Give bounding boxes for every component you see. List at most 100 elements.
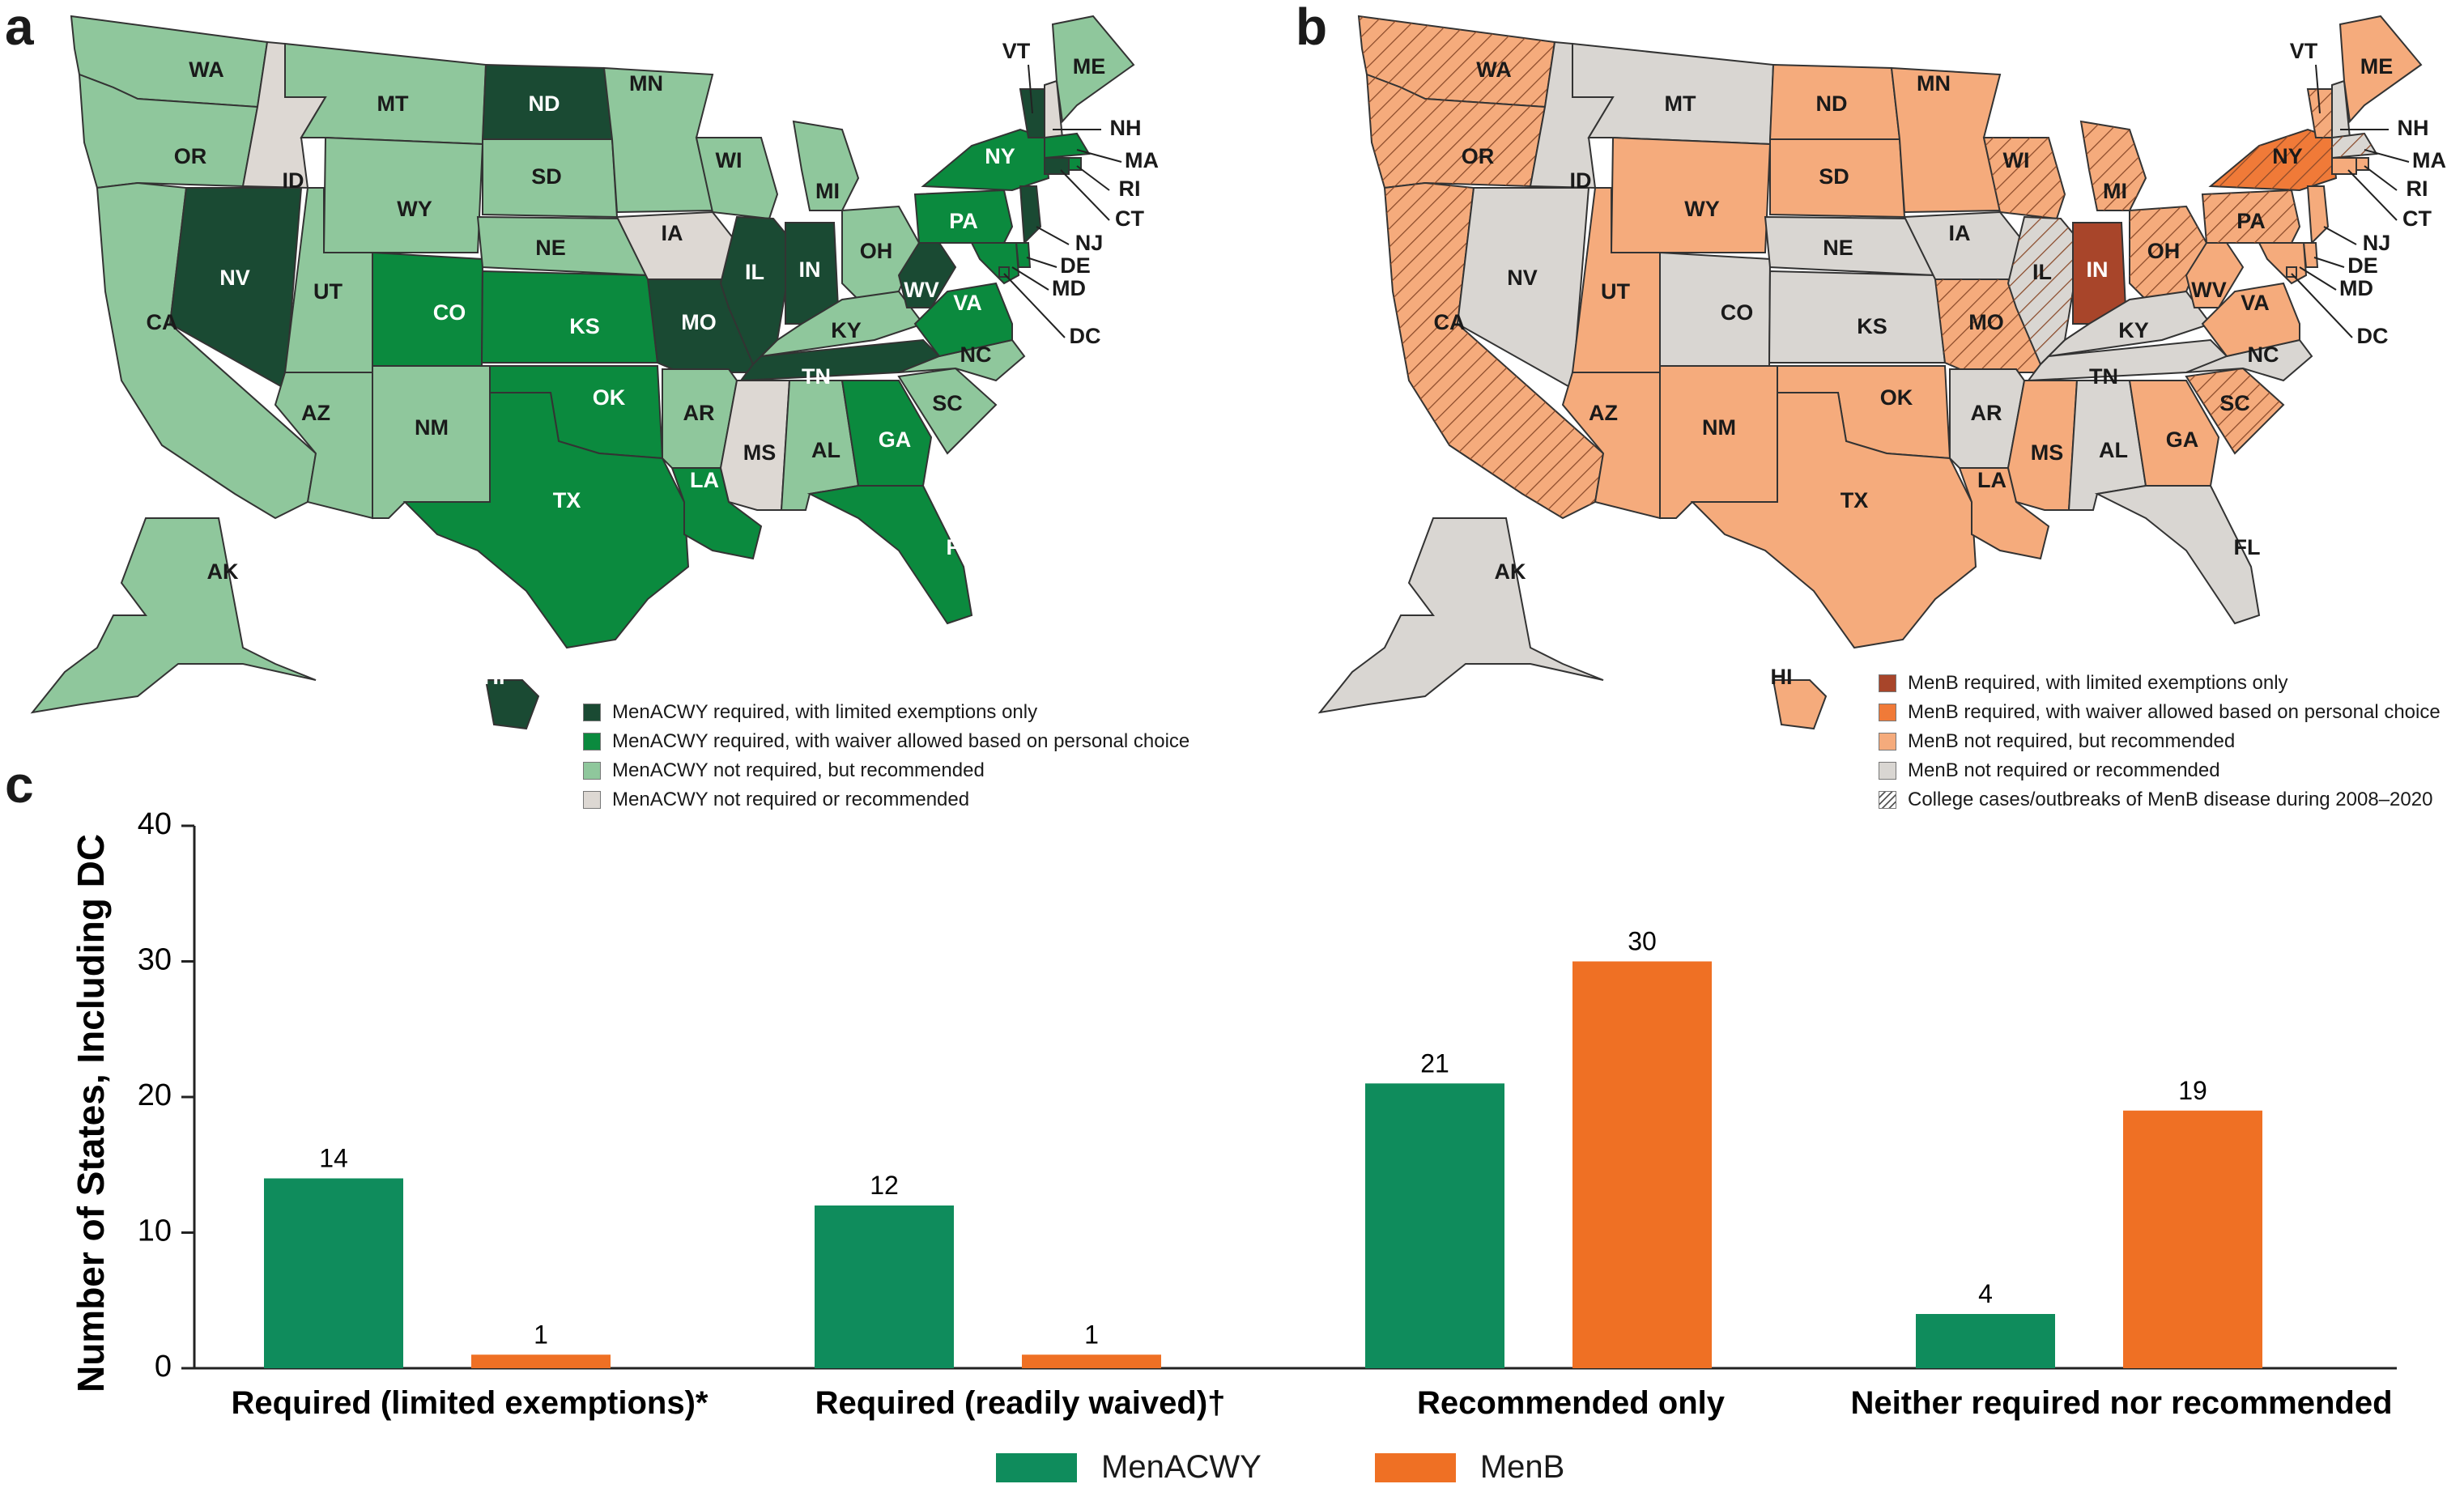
map-b-label-mn: MN bbox=[1917, 71, 1951, 96]
map-a-label-nh: NH bbox=[1110, 116, 1142, 140]
map-a-state-wi bbox=[695, 137, 779, 220]
map-a-label-de: DE bbox=[1060, 253, 1091, 278]
map-b-state-fl bbox=[2094, 485, 2261, 625]
map-a-label-oh: OH bbox=[860, 239, 893, 263]
map-a-label-ct: CT bbox=[1115, 206, 1144, 231]
map-b-labels: WA OR CA ID NV MT WY UT AZ CO NM ND SD NE KS OK TX MN IA MO… bbox=[1434, 39, 2447, 689]
map-b-state-co bbox=[1659, 251, 1772, 367]
map-b-label-ia: IA bbox=[1949, 221, 1971, 245]
map-a-legend-label: MenACWY required, with waiver allowed ba… bbox=[612, 730, 1190, 752]
map-a-label-mi: MI bbox=[815, 179, 840, 203]
map-a-state-me bbox=[1051, 15, 1135, 124]
map-a-label-hi: HI bbox=[483, 665, 505, 689]
map-a-legend-item: MenACWY not required or recommended bbox=[583, 785, 1189, 814]
map-a-state-ca bbox=[96, 181, 317, 520]
map-a-label-sd: SD bbox=[531, 164, 562, 189]
map-b-label-nj: NJ bbox=[2363, 231, 2391, 255]
map-b-label-fl: FL bbox=[2234, 535, 2261, 559]
map-a-label-ri: RI bbox=[1119, 176, 1141, 201]
map-a-label-ia: IA bbox=[662, 221, 683, 245]
map-a-label-ky: KY bbox=[831, 318, 862, 342]
map-a-legend-label: MenACWY not required, but recommended bbox=[612, 759, 985, 781]
x-category-label: Required (limited exemptions)* bbox=[232, 1385, 709, 1421]
map-b-leader-vt bbox=[2315, 64, 2321, 114]
map-b-label-ar: AR bbox=[1971, 401, 2002, 425]
map-a-label-wa: WA bbox=[189, 57, 224, 82]
map-b-state-dc bbox=[2286, 266, 2297, 278]
map-b-label-sd: SD bbox=[1819, 164, 1849, 189]
map-a-label-ne: NE bbox=[535, 236, 566, 260]
map-a-state-sc bbox=[897, 367, 998, 455]
map-b-menb: WA OR CA ID NV MT WY UT AZ CO NM ND SD NE KS OK TX MN IA MO… bbox=[1317, 15, 2447, 730]
map-b-label-sc: SC bbox=[2219, 391, 2250, 415]
map-a-label-il: IL bbox=[745, 260, 764, 284]
map-b-state-va bbox=[2201, 282, 2300, 358]
map-b-leader-dc bbox=[2291, 273, 2353, 338]
map-a-leader-dc bbox=[1003, 273, 1066, 338]
map-b-label-vt: VT bbox=[2290, 39, 2318, 63]
map-a-state-pa bbox=[913, 189, 1014, 244]
map-b-label-me: ME bbox=[2360, 54, 2394, 79]
map-b-legend-swatch bbox=[1879, 674, 1896, 692]
bar-menacwy-0 bbox=[264, 1178, 403, 1368]
map-a-label-tn: TN bbox=[802, 364, 831, 389]
map-a-label-nj: NJ bbox=[1075, 231, 1104, 255]
map-b-hatch-wa bbox=[1359, 16, 1555, 107]
map-a-states bbox=[30, 15, 1135, 730]
map-b-legend-swatch bbox=[1879, 791, 1896, 809]
map-b-label-co: CO bbox=[1721, 300, 1754, 325]
map-b-state-ak bbox=[1317, 517, 1604, 714]
map-b-legend-label: MenB not required, but recommended bbox=[1908, 730, 2236, 752]
map-b-label-ut: UT bbox=[1601, 279, 1630, 304]
map-b-label-ne: NE bbox=[1823, 236, 1853, 260]
bar-value-label: 4 bbox=[1978, 1279, 1993, 1308]
map-a-label-ga: GA bbox=[879, 427, 912, 452]
map-a-label-fl: FL bbox=[947, 535, 973, 559]
map-a-label-vt: VT bbox=[1002, 39, 1031, 63]
map-b-label-tx: TX bbox=[1841, 488, 1869, 512]
map-b-label-ct: CT bbox=[2402, 206, 2432, 231]
map-b-state-md bbox=[2258, 242, 2308, 285]
map-b-legend-label: MenB required, with limited exemptions o… bbox=[1908, 672, 2288, 694]
map-b-leader-ri bbox=[2364, 165, 2398, 191]
map-b-label-wi: WI bbox=[2003, 148, 2030, 172]
map-a-legend: MenACWY required, with limited exemption… bbox=[583, 698, 1189, 814]
map-a-label-ut: UT bbox=[313, 279, 343, 304]
map-a-label-mt: MT bbox=[377, 91, 409, 116]
map-b-label-pa: PA bbox=[2236, 209, 2266, 233]
map-a-label-sc: SC bbox=[932, 391, 963, 415]
map-b-label-ny: NY bbox=[2272, 144, 2303, 168]
bar-value-label: 21 bbox=[1420, 1048, 1449, 1078]
map-a-legend-item: MenACWY required, with waiver allowed ba… bbox=[583, 727, 1189, 756]
map-b-label-ga: GA bbox=[2166, 427, 2199, 452]
bar-menacwy-1 bbox=[815, 1205, 954, 1368]
map-b-label-or: OR bbox=[1462, 144, 1495, 168]
map-a-label-nv: NV bbox=[219, 266, 250, 290]
bar-menacwy-3 bbox=[1916, 1314, 2055, 1368]
bar-value-label: 1 bbox=[1084, 1320, 1099, 1349]
map-b-state-hi bbox=[1772, 679, 1828, 730]
bar-menb-0 bbox=[471, 1354, 611, 1368]
map-a-leader-de bbox=[1026, 257, 1058, 268]
map-b-state-me bbox=[2338, 15, 2423, 124]
map-b-label-mi: MI bbox=[2103, 179, 2127, 203]
map-b-legend-item: College cases/outbreaks of MenB disease … bbox=[1879, 785, 2441, 814]
map-b-hatch-pa bbox=[2202, 190, 2300, 243]
map-a-label-me: ME bbox=[1073, 54, 1106, 79]
map-b-legend-item: MenB required, with waiver allowed based… bbox=[1879, 698, 2441, 727]
map-b-legend-label: MenB not required or recommended bbox=[1908, 759, 2220, 781]
legend-label-menacwy: MenACWY bbox=[1101, 1449, 1262, 1485]
map-b-label-ok: OK bbox=[1880, 385, 1913, 410]
map-a-label-or: OR bbox=[174, 144, 207, 168]
bar-value-label: 19 bbox=[2178, 1076, 2207, 1105]
map-b-legend-label: College cases/outbreaks of MenB disease … bbox=[1908, 789, 2433, 810]
map-b-label-id: ID bbox=[1570, 168, 1592, 193]
bar-menb-3 bbox=[2123, 1110, 2262, 1368]
map-b-legend-swatch bbox=[1879, 762, 1896, 780]
bar-menb-1 bbox=[1022, 1354, 1161, 1368]
map-a-legend-item: MenACWY required, with limited exemption… bbox=[583, 698, 1189, 727]
map-a-label-ny: NY bbox=[985, 144, 1015, 168]
map-a-label-va: VA bbox=[953, 291, 982, 315]
map-a-labels: WA OR CA ID NV MT WY UT AZ CO NM ND SD NE KS OK TX MN IA MO… bbox=[147, 39, 1160, 689]
y-tick-label: 40 bbox=[138, 807, 172, 841]
